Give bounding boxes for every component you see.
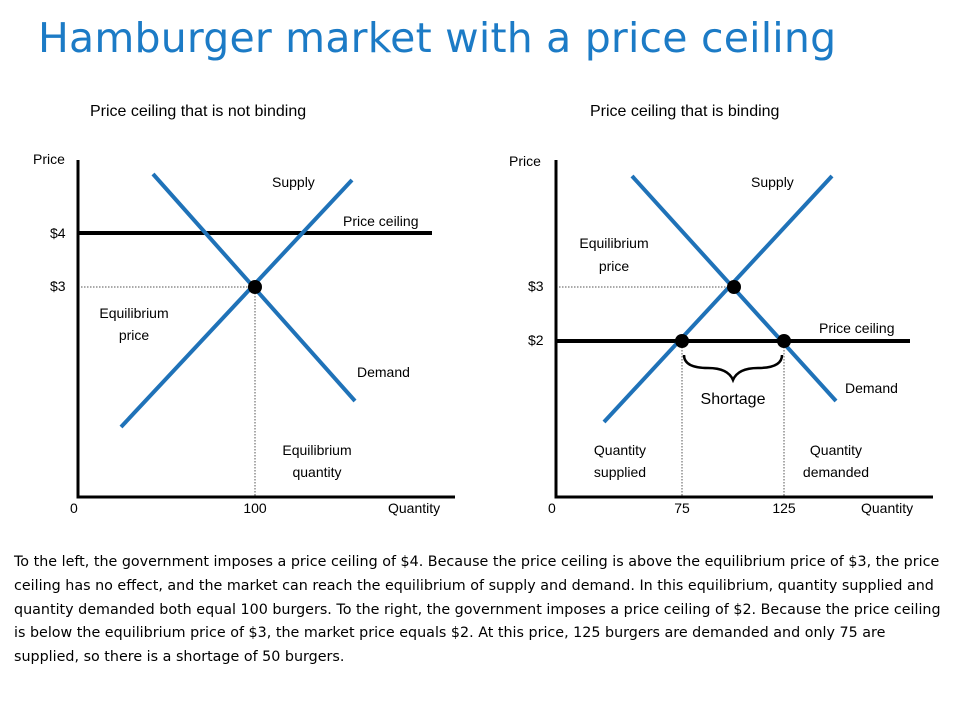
- right-tick-3: $3: [528, 278, 544, 294]
- left-x-axis-label: Quantity: [388, 500, 440, 516]
- right-equilibrium-point: [727, 280, 741, 294]
- left-tick-4: $4: [50, 225, 66, 241]
- right-qd-point: [777, 334, 791, 348]
- shortage-brace: [682, 354, 784, 384]
- right-y-axis-label: Price: [509, 153, 541, 169]
- right-supply-curve: [602, 174, 834, 424]
- explanation-caption: To the left, the government imposes a pr…: [14, 554, 941, 666]
- left-eq-price-label-1: Equilibrium: [99, 305, 168, 321]
- left-eq-quantity-label-1: Equilibrium: [282, 442, 351, 458]
- right-panel-title: Price ceiling that is binding: [590, 103, 780, 120]
- left-eq-quantity-label-2: quantity: [292, 464, 341, 480]
- right-qs-point: [675, 334, 689, 348]
- left-supply-curve: [119, 178, 354, 429]
- left-tick-3: $3: [50, 278, 66, 294]
- right-tick-2: $2: [528, 332, 544, 348]
- left-ceiling-label: Price ceiling: [343, 213, 418, 229]
- right-eq-price-label-1: Equilibrium: [579, 235, 648, 251]
- left-equilibrium-point: [248, 280, 262, 294]
- right-chart: Price Quantity 0 $3 $2 75 125 Supply Pri…: [509, 153, 933, 516]
- left-chart: Price Quantity 0 $4 $3 100 Supply Price …: [33, 151, 455, 516]
- right-eq-price-label-2: price: [599, 258, 630, 274]
- right-ceiling-label: Price ceiling: [819, 320, 894, 336]
- right-qd-label-1: Quantity: [810, 442, 862, 458]
- right-tick-125: 125: [772, 500, 796, 516]
- right-qs-label-1: Quantity: [594, 442, 646, 458]
- left-panel-title: Price ceiling that is not binding: [90, 103, 307, 120]
- right-origin-label: 0: [548, 500, 556, 516]
- right-tick-75: 75: [674, 500, 690, 516]
- right-x-axis-label: Quantity: [861, 500, 913, 516]
- left-origin-label: 0: [70, 500, 78, 516]
- left-supply-label: Supply: [272, 174, 315, 190]
- right-qd-label-2: demanded: [803, 464, 869, 480]
- left-demand-label: Demand: [357, 364, 410, 380]
- slide-title: Hamburger market with a price ceiling: [38, 14, 837, 62]
- right-supply-label: Supply: [751, 174, 794, 190]
- charts-canvas: Price Quantity 0 $4 $3 100 Supply Price …: [33, 151, 933, 516]
- left-eq-price-label-2: price: [119, 327, 150, 343]
- left-y-axis-label: Price: [33, 151, 65, 167]
- right-demand-label: Demand: [845, 380, 898, 396]
- left-tick-100: 100: [243, 500, 267, 516]
- right-qs-label-2: supplied: [594, 464, 646, 480]
- shortage-label: Shortage: [701, 391, 766, 408]
